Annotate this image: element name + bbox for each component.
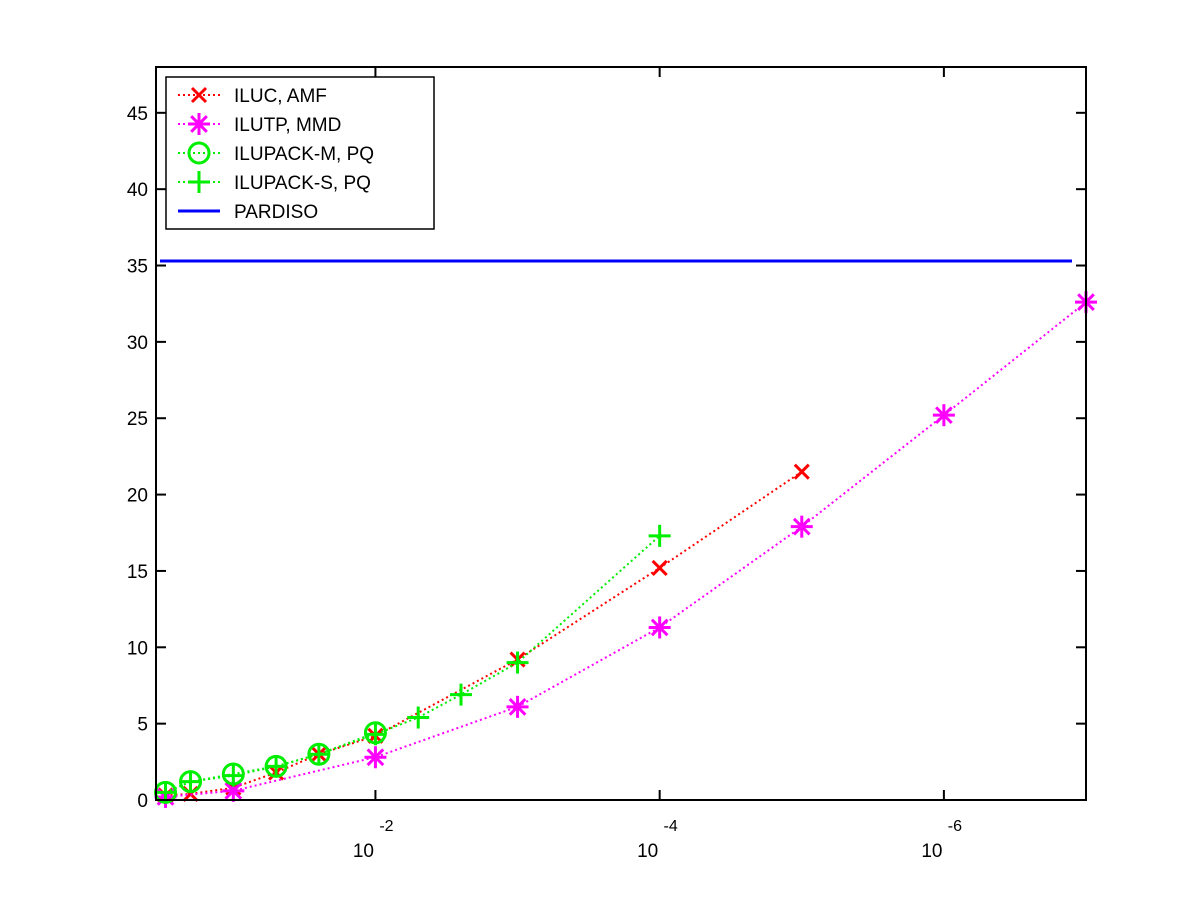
series-line-3 <box>165 535 661 794</box>
legend-entry: ILUC, AMF <box>178 86 327 107</box>
x-tick-label: 10 <box>921 841 942 862</box>
legend-entry: ILUTP, MMD <box>178 113 341 136</box>
legend-label: ILUPACK-S, PQ <box>234 173 371 194</box>
legend-label: ILUTP, MMD <box>234 115 341 136</box>
x-tick-exponent: -2 <box>379 818 393 835</box>
legend-entry: ILUPACK-M, PQ <box>178 141 374 165</box>
data-point <box>506 651 529 674</box>
data-point <box>407 706 430 729</box>
data-point <box>364 746 387 769</box>
data-point <box>307 743 330 766</box>
data-point <box>506 695 529 718</box>
y-tick-label: 40 <box>127 180 148 201</box>
y-tick-label: 45 <box>127 104 148 125</box>
x-tick-exponent: -6 <box>948 818 962 835</box>
data-point <box>648 524 671 547</box>
data-point <box>790 515 813 538</box>
data-point <box>265 755 288 778</box>
legend-marker <box>188 171 210 193</box>
y-tick-label: 25 <box>127 409 148 430</box>
x-tick-label: 10 <box>637 841 658 862</box>
axes-layer: 0 5 10 15 20 25 30 35 40 45 10 -2 10 -4 10 -6 <box>127 66 1087 862</box>
series-line-1 <box>165 301 1087 798</box>
series-1 <box>154 291 1097 808</box>
legend-entry: PARDISO <box>178 202 318 223</box>
data-point <box>793 463 810 480</box>
y-tick-label: 0 <box>137 791 148 812</box>
legend-label: ILUC, AMF <box>234 86 327 107</box>
series-layer <box>154 259 1097 808</box>
y-tick-label: 35 <box>127 257 148 278</box>
data-point <box>932 404 955 427</box>
series-3 <box>154 524 671 804</box>
data-point <box>364 723 387 746</box>
legend-marker <box>188 113 210 135</box>
legend-entry: ILUPACK-S, PQ <box>178 171 371 194</box>
data-point <box>179 770 202 793</box>
legend-marker <box>190 86 208 104</box>
data-point <box>651 559 668 576</box>
legend-box <box>165 76 435 230</box>
data-point <box>222 779 245 802</box>
y-tick-label: 10 <box>127 638 148 659</box>
y-tick-label: 15 <box>127 562 148 583</box>
legend: ILUC, AMF ILUTP, MMD ILUPACK-M, PQ ILUPACK-… <box>165 76 435 230</box>
legend-marker <box>187 141 211 165</box>
x-tick-label: 10 <box>353 841 374 862</box>
data-point <box>648 616 671 639</box>
axes-box <box>155 66 1087 801</box>
y-tick-label: 30 <box>127 333 148 354</box>
x-tick-exponent: -4 <box>664 818 678 835</box>
legend-label: ILUPACK-M, PQ <box>234 144 374 165</box>
legend-label: PARDISO <box>234 202 318 223</box>
y-tick-label: 5 <box>137 715 148 736</box>
data-point <box>449 683 472 706</box>
y-tick-label: 20 <box>127 486 148 507</box>
data-point <box>222 764 245 787</box>
